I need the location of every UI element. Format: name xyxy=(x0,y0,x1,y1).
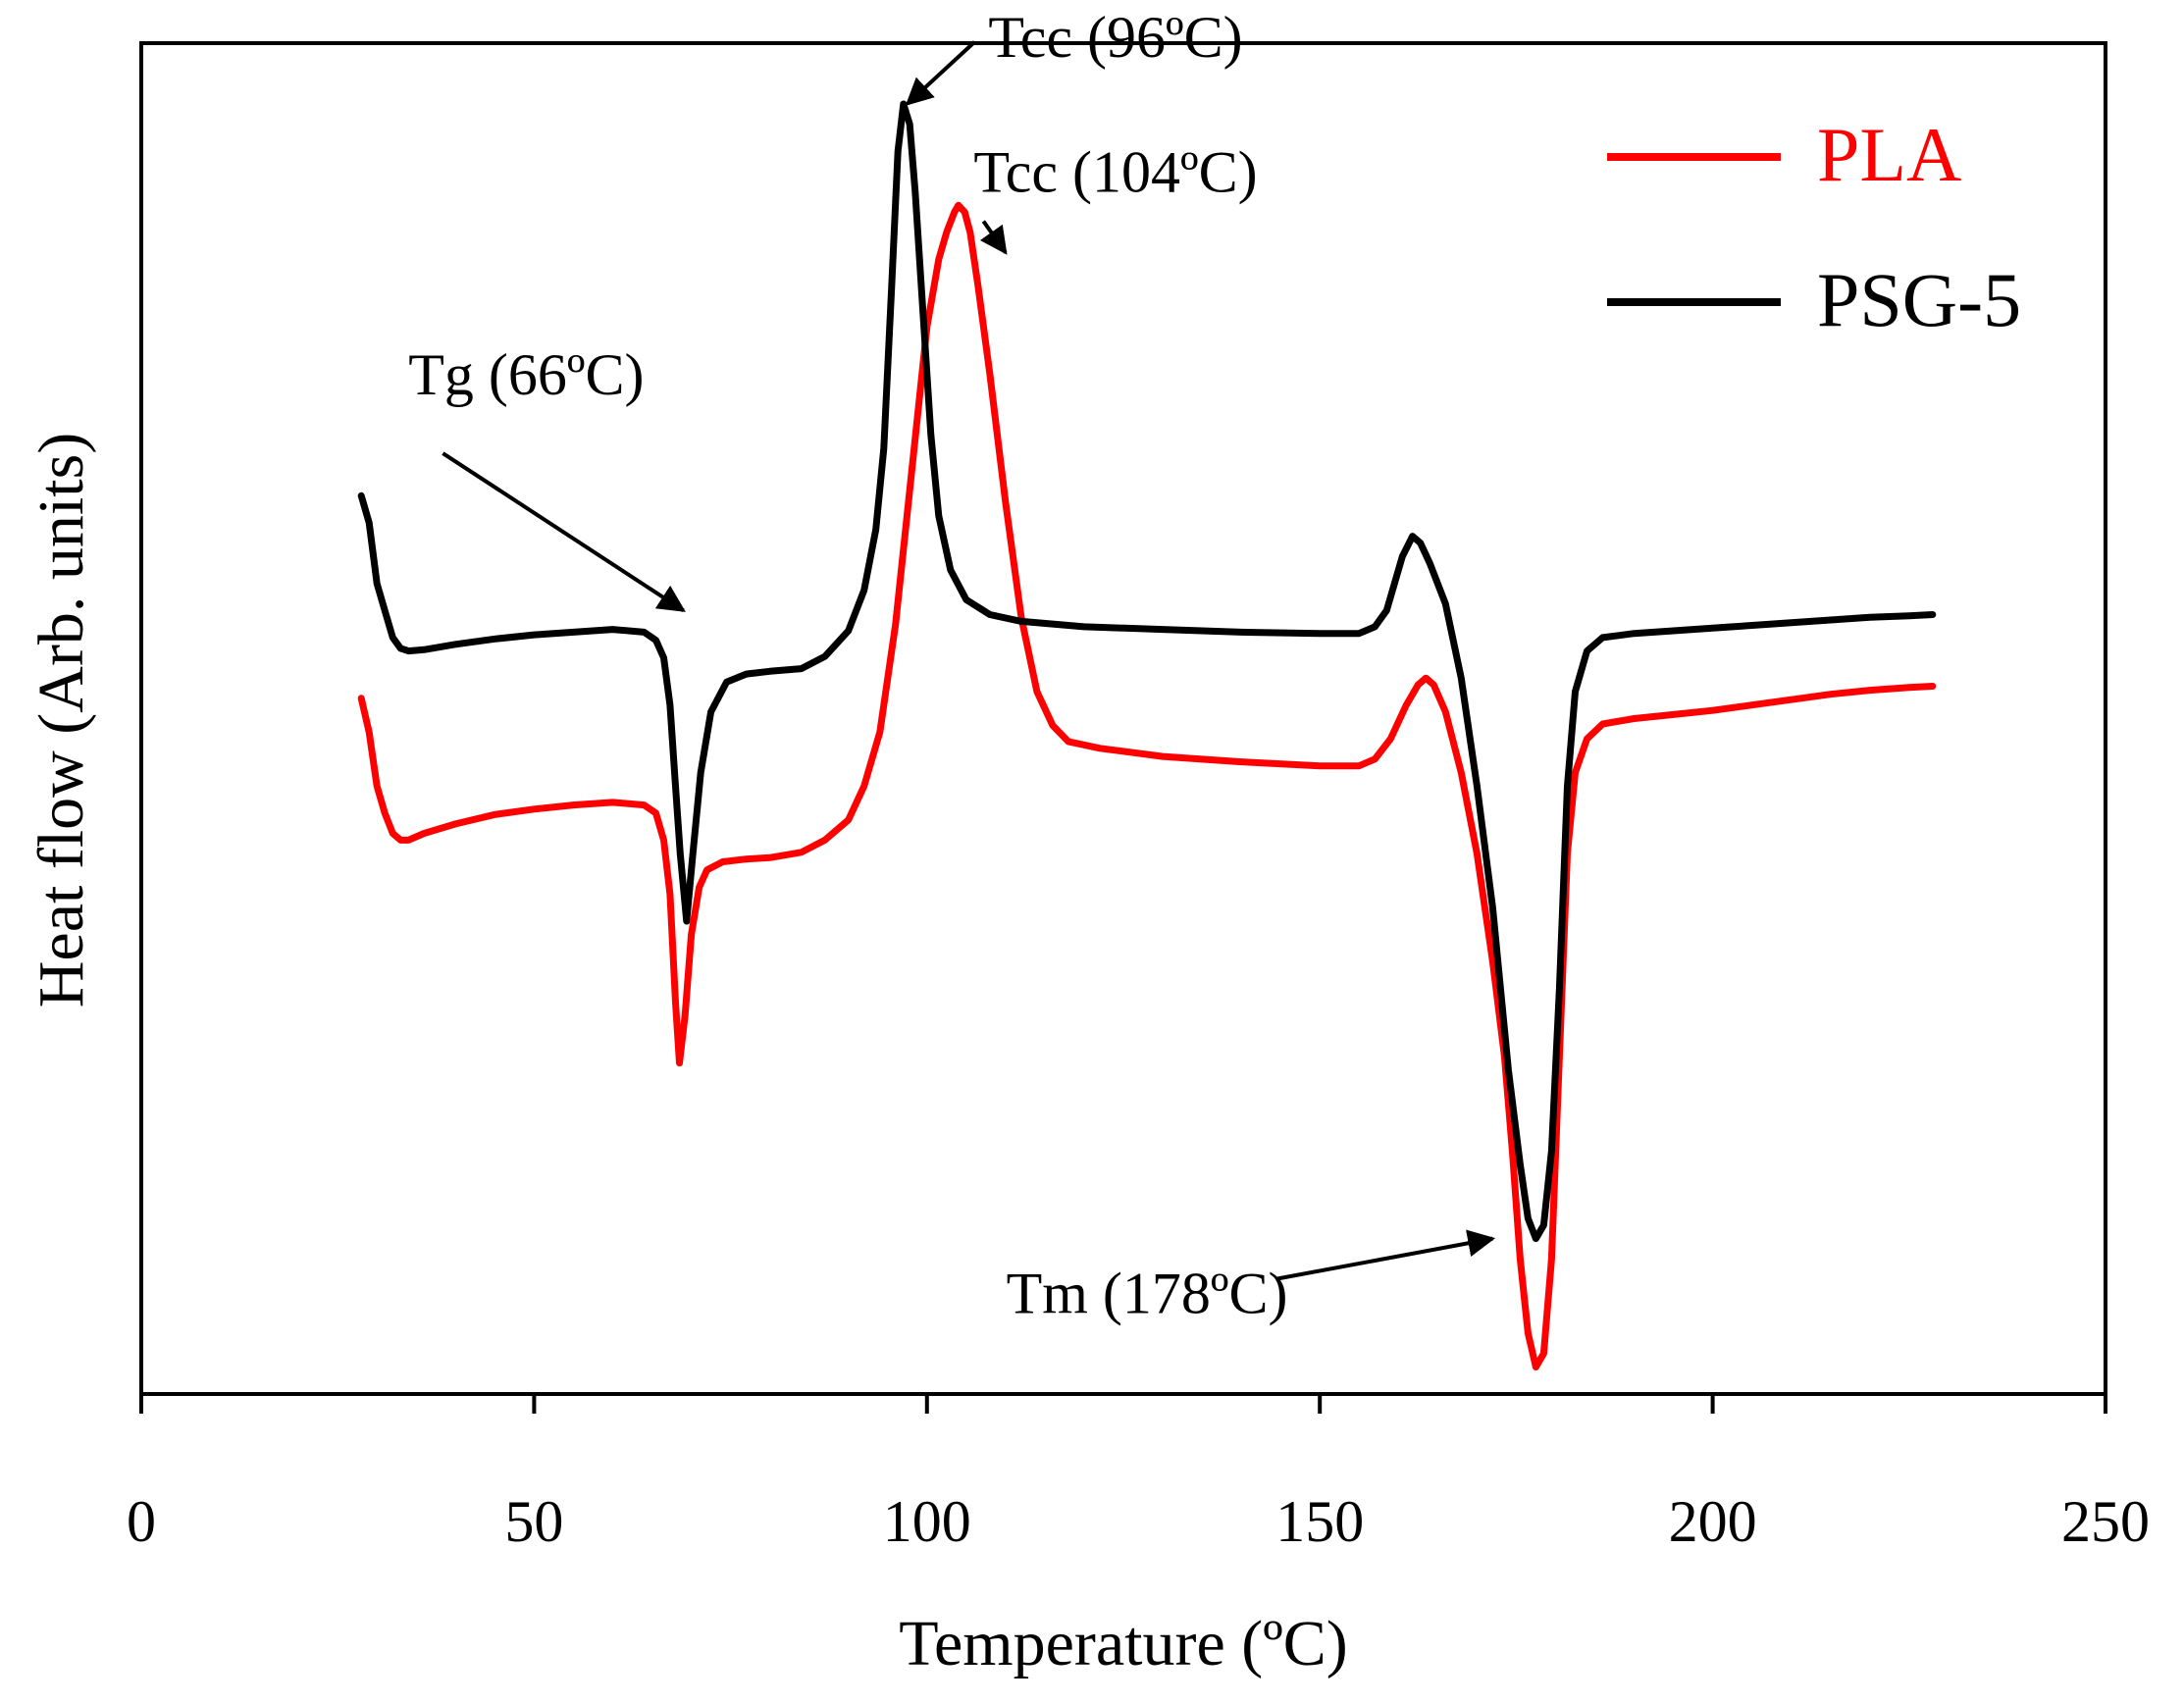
x-tick-label: 100 xyxy=(883,1489,971,1554)
x-tick-label: 0 xyxy=(127,1489,156,1554)
annotation-label: Tg (66ºC) xyxy=(408,342,644,407)
series-line-pla xyxy=(357,201,1937,1370)
annotation-layer: Tg (66ºC) Tcc (96ºC) Tcc (104ºC) Tm (178ºC) xyxy=(408,5,1496,1325)
legend: PLA PSG-5 xyxy=(1607,112,2021,342)
x-tick-label: 200 xyxy=(1669,1489,1757,1554)
plot-frame xyxy=(139,41,2107,1396)
annotation-label: Tcc (104ºC) xyxy=(973,139,1257,204)
y-axis-label: Heat flow (Arb. units) xyxy=(26,433,97,1008)
legend-label-psg-5: PSG-5 xyxy=(1817,257,2021,342)
series-line-psg-5 xyxy=(357,100,1937,1243)
annotation-label: Tcc (96ºC) xyxy=(988,5,1242,70)
x-axis-ticks: 0 50 100 150 200 250 xyxy=(127,1394,2150,1554)
x-tick-label: 50 xyxy=(504,1489,563,1554)
annotation-arrow xyxy=(979,220,1008,255)
annotation-arrow xyxy=(442,451,686,613)
annotation-arrow xyxy=(1277,1229,1496,1281)
x-tick-label: 250 xyxy=(2061,1489,2150,1554)
x-tick-label: 150 xyxy=(1275,1489,1364,1554)
legend-label-pla: PLA xyxy=(1817,112,1961,197)
annotation-arrow xyxy=(905,40,976,106)
x-axis-label: Temperature (ºC) xyxy=(899,1608,1347,1679)
series-layer xyxy=(357,100,1937,1370)
annotation-label: Tm (178ºC) xyxy=(1007,1261,1288,1325)
